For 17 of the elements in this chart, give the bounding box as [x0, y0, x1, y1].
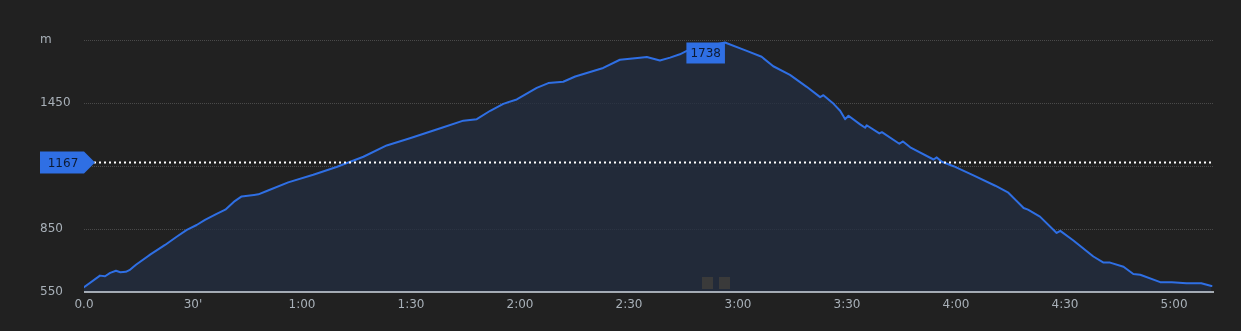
y-tick-label: m — [40, 32, 52, 47]
x-tick-label: 2:00 — [506, 297, 534, 312]
y-tick-label: 850 — [40, 221, 63, 236]
x-tick-label: 3:30 — [833, 297, 861, 312]
x-tick-label: 3:00 — [724, 297, 752, 312]
ref-line-label: 1167 — [47, 155, 79, 170]
annotation: 1738 — [690, 45, 721, 60]
x-tick-label: 2:30 — [615, 297, 643, 312]
x-tick-label: 4:00 — [942, 297, 970, 312]
y-tick-label: 1450 — [40, 95, 71, 110]
x-tick-label: 4:30 — [1051, 297, 1079, 312]
x-tick-label: 1:30 — [397, 297, 425, 312]
x-tick-label: 5:00 — [1160, 297, 1188, 312]
x-tick-label: 1:00 — [288, 297, 316, 312]
x-tick-label: 0.0 — [74, 297, 94, 312]
y-tick-label: 550 — [40, 284, 63, 299]
x-tick-label: 30' — [183, 297, 203, 312]
